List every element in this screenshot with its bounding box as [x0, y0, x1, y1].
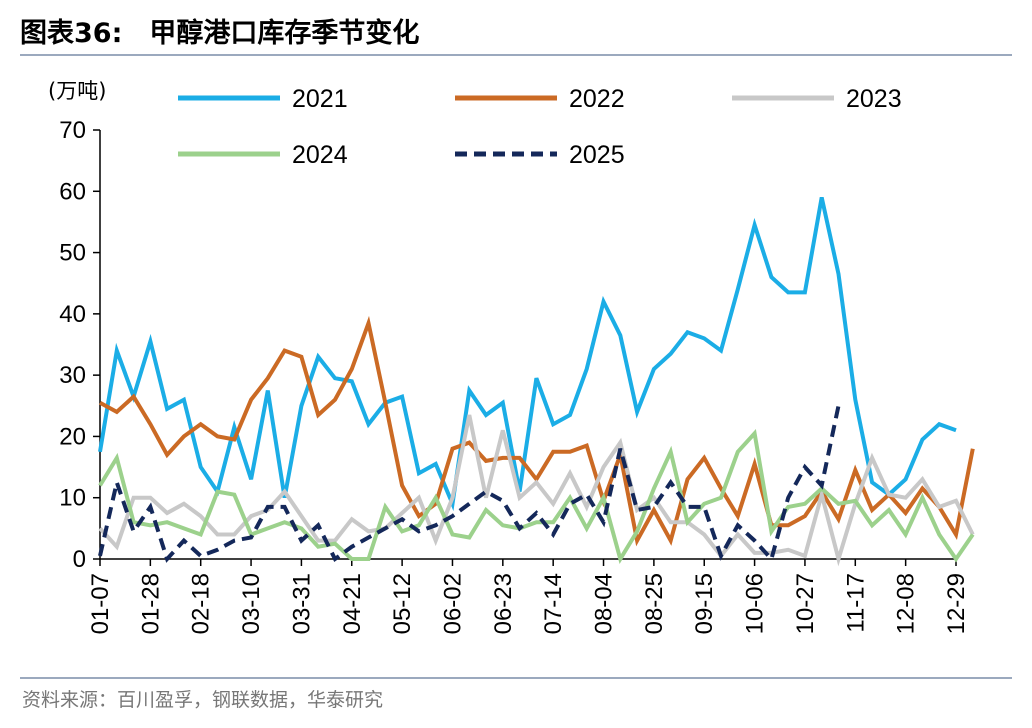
- series-line-2025: [98, 405, 841, 564]
- x-tick-label: 01-28: [137, 573, 164, 634]
- legend-label-2021: 2021: [292, 85, 348, 113]
- x-tick-label: 06-02: [439, 573, 466, 634]
- y-tick-label: 50: [59, 240, 86, 267]
- x-tick-label: 06-23: [490, 573, 517, 634]
- x-tick-label: 11-17: [842, 573, 869, 633]
- x-tick-label: 12-08: [893, 573, 920, 634]
- x-tick-label: 02-18: [188, 573, 215, 634]
- y-tick-label: 30: [59, 362, 86, 389]
- legend-label-2025: 2025: [569, 141, 625, 169]
- x-tick-label: 07-14: [540, 573, 567, 634]
- x-tick-label: 08-04: [591, 573, 618, 634]
- x-tick-label: 03-31: [288, 573, 315, 634]
- legend-label-2023: 2023: [846, 85, 902, 113]
- series-line-2021: [98, 196, 957, 512]
- x-tick-label: 03-10: [238, 573, 265, 634]
- legend: 2021 2022 2023 2024 2025: [178, 85, 902, 169]
- x-tick-label: 05-12: [389, 573, 416, 634]
- plot-area: 0 10 20 30 40 50 60 70 01-07 01-28 02-18 03-10 03-31…: [59, 117, 975, 634]
- y-tick-label: 0: [73, 546, 86, 573]
- y-tick-label: 20: [59, 423, 86, 450]
- figure-title: 图表36: 甲醇港口库存季节变化: [20, 17, 419, 49]
- source-note: 资料来源：百川盈孚，钢联数据，华泰研究: [22, 689, 383, 711]
- legend-label-2022: 2022: [569, 85, 625, 113]
- y-tick-label: 40: [59, 301, 86, 328]
- y-tick-label: 70: [59, 117, 86, 144]
- y-tick-label: 60: [59, 178, 86, 205]
- x-tick-label: 10-27: [792, 573, 819, 634]
- x-tick-label: 12-29: [943, 573, 970, 634]
- x-tick-label: 01-07: [87, 573, 114, 634]
- series-line-2022: [99, 315, 975, 547]
- y-unit-label: (万吨): [48, 79, 106, 103]
- legend-label-2024: 2024: [292, 141, 348, 169]
- y-tick-label: 10: [59, 485, 86, 512]
- x-tick-label: 10-06: [742, 573, 769, 634]
- x-tick-label: 08-25: [641, 573, 668, 634]
- x-tick-label: 04-21: [339, 573, 366, 634]
- x-tick-label: 09-15: [691, 573, 718, 634]
- series-line-2024: [98, 429, 975, 565]
